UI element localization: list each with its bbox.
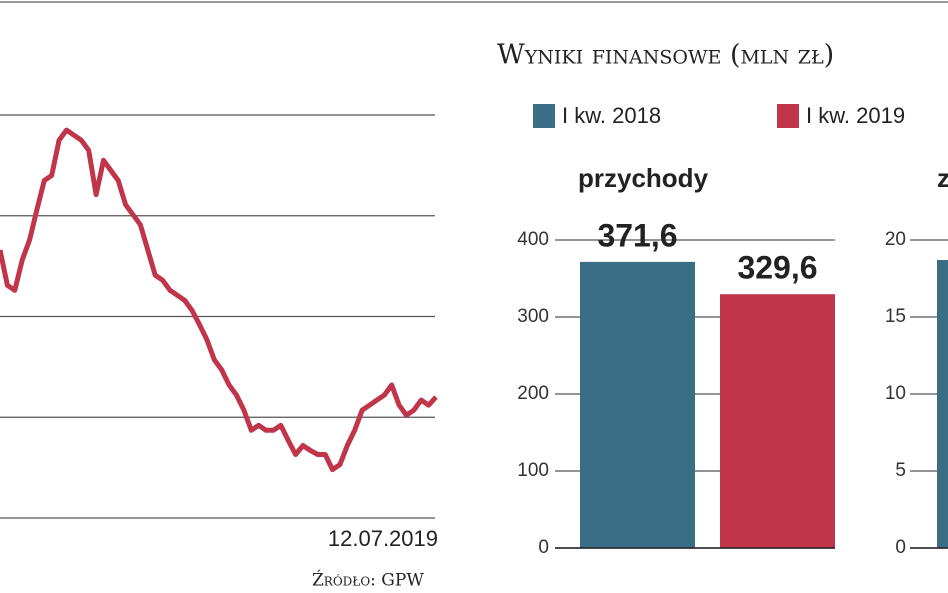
y-tick-label: 0 (538, 537, 549, 558)
value-label: 371,6 (597, 217, 677, 253)
y-tick-label: 400 (517, 229, 549, 250)
value-label: 329,6 (737, 250, 817, 286)
source: Źródło: GPW (312, 570, 424, 591)
end-date: 12.07.2019 (328, 526, 438, 551)
y-tick-label: 200 (517, 383, 549, 404)
bar (937, 260, 948, 548)
y-tick-label: 0 (895, 537, 906, 558)
legend-swatch (533, 104, 555, 128)
chart-title: przychody (578, 163, 709, 193)
y-tick-label: 10 (885, 383, 906, 404)
legend-label: I kw. 2019 (806, 103, 905, 128)
bar (720, 294, 835, 548)
y-tick-label: 100 (517, 460, 549, 481)
price-line (0, 127, 438, 473)
y-tick-label: 5 (895, 460, 906, 481)
y-tick-label: 20 (885, 229, 906, 250)
page-title: Wyniki finansowe (mln zł) (497, 40, 834, 71)
y-tick-label: 300 (517, 306, 549, 327)
legend-label: I kw. 2018 (562, 103, 661, 128)
chart-title: z (937, 163, 948, 193)
bar (580, 261, 695, 548)
legend-swatch (777, 104, 799, 128)
y-tick-label: 15 (885, 306, 906, 327)
